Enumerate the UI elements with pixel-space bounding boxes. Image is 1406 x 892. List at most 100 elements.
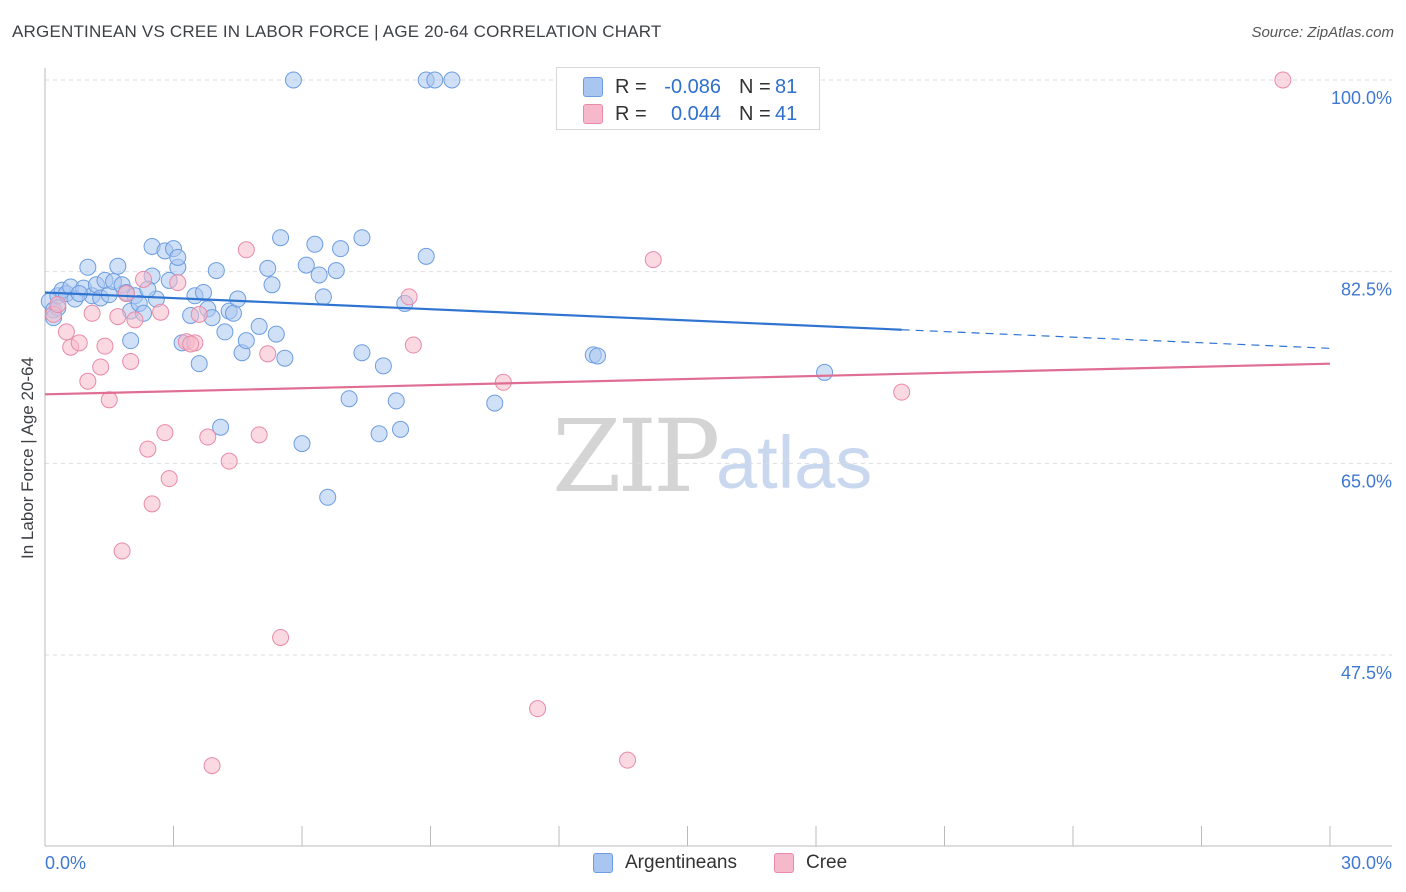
cree-point: [79, 372, 97, 390]
argentineans-point: [816, 363, 834, 381]
argentineans-point: [314, 288, 332, 306]
argentineans-point: [310, 266, 328, 284]
argentineans-point: [486, 394, 504, 412]
cree-point: [259, 345, 277, 363]
cree-point: [400, 288, 418, 306]
argentineans-point: [589, 347, 607, 365]
y-tick-label: 100.0%: [1331, 88, 1392, 108]
legend-r-value: -0.086: [664, 75, 721, 98]
argentineans-point: [353, 229, 371, 247]
legend-item-cree: Cree: [774, 852, 847, 874]
legend-label-cree: Cree: [806, 852, 848, 873]
legend-r-label: R =: [615, 102, 647, 125]
argentineans-point: [207, 262, 225, 280]
watermark-zip: ZIP: [552, 398, 720, 515]
cree-point: [92, 358, 110, 376]
argentineans-point: [267, 325, 285, 343]
y-axis-title: In Labor Force | Age 20-64: [18, 357, 37, 559]
legend-swatch-blue: [593, 853, 613, 873]
cree-point: [139, 440, 157, 458]
argentineans-trend-line: [44, 291, 902, 331]
argentineans-point: [426, 71, 444, 89]
argentineans-point: [332, 240, 350, 258]
watermark-atlas: atlas: [716, 421, 873, 504]
argentineans-point: [370, 425, 388, 443]
cree-point: [113, 542, 131, 560]
legend-r-label: R =: [615, 75, 647, 98]
legend-row-argentineans: R = -0.086 N = 81: [583, 74, 797, 100]
cree-point: [100, 391, 118, 409]
cree-point: [57, 323, 75, 341]
argentineans-point: [297, 256, 315, 274]
argentineans-point: [353, 344, 371, 362]
argentineans-point: [319, 488, 337, 506]
y-tick-label: 47.5%: [1341, 663, 1392, 683]
argentineans-point: [169, 248, 187, 266]
y-tick-label: 82.5%: [1341, 280, 1392, 300]
cree-point: [644, 251, 662, 269]
legend-swatch-blue: [583, 77, 603, 97]
label-layer: 47.5% 65.0% 82.5% 100.0% 0.0% 30.0%: [45, 88, 1392, 873]
cree-point: [203, 757, 221, 775]
cree-point: [135, 270, 153, 288]
cree-point: [96, 337, 114, 355]
chart-title: ARGENTINEAN VS CREE IN LABOR FORCE | AGE…: [12, 22, 662, 41]
argentineans-point: [374, 357, 392, 375]
cree-point: [619, 751, 637, 769]
cree-point: [220, 452, 238, 470]
cree-point: [190, 305, 208, 323]
argentineans-point: [417, 247, 435, 265]
cree-point: [160, 470, 178, 488]
legend-correlation: R = -0.086 N = 81 R = 0.044 N = 41: [556, 67, 820, 130]
argentineans-point: [259, 259, 277, 277]
legend-item-argentineans: Argentineans: [593, 852, 737, 874]
argentineans-point: [272, 229, 290, 247]
argentineans-point: [276, 349, 294, 367]
cree-point: [182, 335, 200, 353]
cree-point: [250, 426, 268, 444]
cree-point: [109, 308, 127, 326]
argentineans-point: [392, 420, 410, 438]
x-tick-label: 0.0%: [45, 853, 86, 873]
legend-n-label: N =: [739, 75, 771, 98]
axis-layer: [44, 68, 1392, 847]
legend-r-value: 0.044: [670, 102, 721, 125]
cree-point: [70, 334, 88, 352]
cree-trend-line: [44, 362, 1331, 396]
argentineans-point: [263, 276, 281, 294]
cree-point: [117, 285, 135, 303]
points-layer: [40, 71, 1292, 775]
argentineans-point: [250, 317, 268, 335]
argentineans-point: [109, 257, 127, 275]
cree-point: [169, 274, 187, 292]
argentineans-trend-extension: [901, 329, 1331, 349]
argentineans-point: [387, 392, 405, 410]
argentineans-point: [293, 435, 311, 453]
argentineans-point: [306, 235, 324, 253]
argentineans-point: [216, 323, 234, 341]
argentineans-point: [224, 304, 242, 322]
legend-n-value: 81: [775, 75, 798, 98]
cree-point: [272, 628, 290, 646]
cree-point: [893, 383, 911, 401]
argentineans-point: [327, 262, 345, 280]
cree-point: [143, 495, 161, 513]
cree-point: [404, 336, 422, 354]
argentineans-point: [340, 390, 358, 408]
legend-swatch-pink: [774, 853, 794, 873]
chart-source: Source: ZipAtlas.com: [1251, 24, 1394, 41]
cree-point: [49, 296, 67, 314]
argentineans-point: [237, 332, 255, 350]
cree-point: [1274, 71, 1292, 89]
legend-row-cree: R = 0.044 N = 41: [583, 101, 797, 127]
legend-label-argentineans: Argentineans: [625, 852, 737, 873]
argentineans-point: [443, 71, 461, 89]
x-tick-label: 30.0%: [1341, 853, 1392, 873]
legend-n-value: 41: [775, 102, 798, 125]
argentineans-point: [284, 71, 302, 89]
trend-layer: [44, 291, 1331, 396]
legend-series: Argentineans Cree: [0, 852, 1406, 878]
argentineans-point: [190, 355, 208, 373]
legend-swatch-pink: [583, 104, 603, 124]
